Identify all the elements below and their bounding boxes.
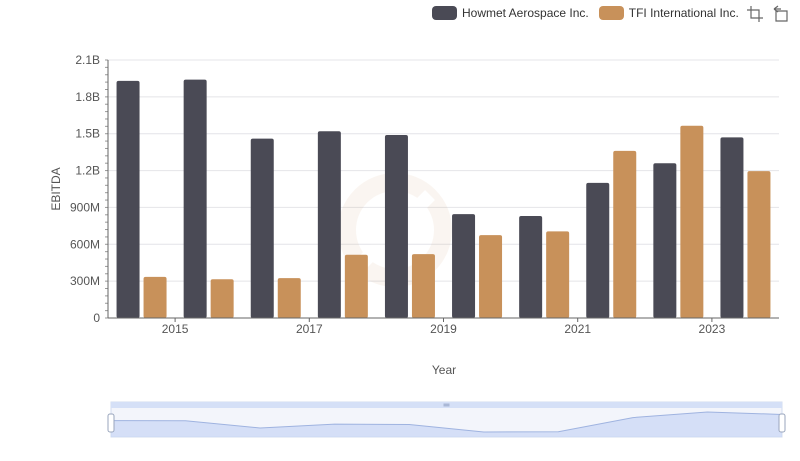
bars [116, 79, 771, 319]
x-tick-label: 2019 [430, 322, 457, 336]
grid [108, 59, 779, 282]
bar-howmet-2014 [116, 80, 140, 318]
legend: Howmet Aerospace Inc. TFI International … [432, 3, 739, 23]
legend-label-tfi: TFI International Inc. [628, 6, 739, 20]
y-tick-label: 900M [70, 200, 100, 214]
bar-howmet-2020 [519, 216, 543, 318]
x-tick-label: 2021 [564, 322, 591, 336]
bar-tfi-2022 [680, 125, 704, 318]
x-axis-label: Year [432, 363, 456, 377]
legend-label-howmet: Howmet Aerospace Inc. [462, 6, 589, 20]
y-tick-label: 300M [70, 274, 100, 288]
zoom-select-icon[interactable] [746, 5, 764, 23]
legend-item-tfi[interactable]: TFI International Inc. [598, 6, 739, 20]
bar-tfi-2023 [747, 171, 771, 318]
bar-tfi-2016 [277, 278, 301, 318]
bar-howmet-2022 [653, 163, 677, 318]
axes: 0 300M 600M 900M 1.2B 1.5B 1.8B 2.1B 2015 2017 201… [70, 53, 779, 336]
data-zoom-handle-right[interactable] [778, 413, 786, 433]
bar-howmet-2023 [720, 137, 744, 318]
bar-howmet-2015 [183, 79, 207, 319]
y-tick-label: 600M [70, 237, 100, 251]
toolbox [746, 5, 790, 23]
y-tick-label: 1.2B [75, 164, 100, 178]
data-zoom-slider[interactable] [107, 401, 786, 438]
bar-howmet-2017 [317, 131, 341, 318]
bar-tfi-2017 [344, 254, 368, 318]
legend-item-howmet[interactable]: Howmet Aerospace Inc. [432, 6, 589, 20]
bar-howmet-2016 [250, 138, 274, 318]
bar-tfi-2018 [411, 254, 435, 318]
bar-howmet-2021 [586, 182, 610, 318]
bar-tfi-2014 [143, 276, 167, 318]
bar-howmet-2019 [452, 214, 476, 318]
y-tick-label: 0 [93, 311, 100, 325]
x-tick-label: 2017 [296, 322, 323, 336]
x-tick-label: 2023 [699, 322, 726, 336]
legend-swatch-howmet [432, 6, 457, 20]
bar-howmet-2018 [384, 134, 408, 318]
bar-tfi-2015 [210, 279, 234, 318]
bar-tfi-2019 [479, 235, 503, 318]
bar-tfi-2021 [613, 150, 637, 318]
y-tick-label: 1.5B [75, 127, 100, 141]
data-zoom-overview-area [111, 412, 782, 437]
y-axis-label: EBITDA [49, 167, 63, 210]
restore-icon[interactable] [772, 5, 790, 23]
bar-tfi-2020 [546, 231, 570, 318]
data-zoom-move-grip[interactable] [443, 403, 450, 407]
y-tick-label: 2.1B [75, 53, 100, 67]
data-zoom-handle-left[interactable] [107, 413, 115, 433]
x-tick-label: 2015 [162, 322, 189, 336]
data-zoom-overview-line [110, 411, 783, 433]
y-tick-label: 1.8B [75, 90, 100, 104]
legend-swatch-tfi [598, 6, 624, 20]
